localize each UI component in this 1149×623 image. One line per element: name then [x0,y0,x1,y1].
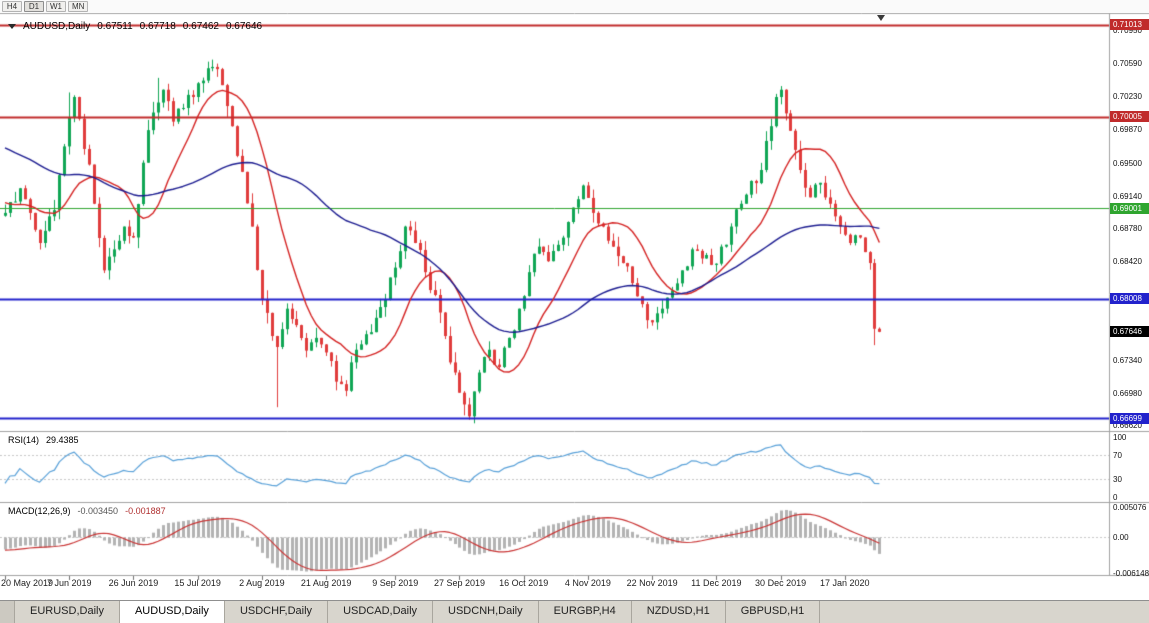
price-level-tag: 0.71013 [1110,19,1149,31]
date-axis-label: 21 Aug 2019 [300,578,352,588]
symbol-dropdown-icon[interactable] [8,24,16,29]
bottom-tab-usdchf-daily[interactable]: USDCHF,Daily [224,601,329,623]
date-axis-label: 26 Jun 2019 [108,578,159,588]
chart-title: AUDUSD,Daily 0.67511 0.67718 0.67462 0.6… [8,21,262,32]
date-axis-label: 15 Jul 2019 [174,578,221,588]
timeframe-button-mn[interactable]: MN [68,1,89,12]
timeframe-button-d1[interactable]: D1 [24,1,44,12]
macd-panel-title: MACD(12,26,9) -0.003450 -0.001887 [8,506,166,516]
ohlc-low: 0.67462 [182,21,219,32]
date-axis-label: 2 Aug 2019 [239,578,285,588]
rsi-axis-label: 0 [1113,493,1118,502]
ohlc-close: 0.67646 [225,21,263,32]
chart-symbol-label: AUDUSD,Daily [23,21,91,32]
date-axis-label: 11 Dec 2019 [691,578,742,588]
date-axis-label: 17 Jan 2020 [820,578,870,588]
tab-bar-stub [0,601,15,623]
date-axis-label: 27 Sep 2019 [433,578,485,588]
price-axis-label: 0.69140 [1113,191,1142,201]
bottom-tab-audusd-daily[interactable]: AUDUSD,Daily [119,601,225,623]
bottom-tab-eurgbp-h4[interactable]: EURGBP,H4 [538,601,632,623]
date-axis-label: 16 Oct 2019 [499,578,549,588]
rsi-axis-label: 100 [1113,433,1127,442]
price-axis-label: 0.70950 [1113,26,1142,36]
timeframe-button-h4[interactable]: H4 [2,1,22,12]
macd-name: MACD(12,26,9) [8,506,71,516]
price-level-tag: 0.70005 [1110,111,1149,123]
price-level-tag: 0.68008 [1110,293,1149,305]
price-axis-label: 0.68420 [1113,257,1142,267]
date-axis-label: 4 Nov 2019 [564,578,611,588]
date-axis-label: 22 Nov 2019 [626,578,678,588]
bottom-tab-usdcad-daily[interactable]: USDCAD,Daily [328,601,434,623]
ohlc-high: 0.67718 [139,21,176,32]
macd-signal-value: -0.001887 [125,506,166,516]
price-level-tag: 0.69001 [1110,202,1149,214]
bottom-tab-bar: EURUSD,Daily AUDUSD,Daily USDCHF,Daily USDC… [0,600,1149,623]
bottom-tab-usdcnh-daily[interactable]: USDCNH,Daily [433,601,539,623]
date-axis-label: 30 Dec 2019 [755,578,807,588]
chart-shift-marker[interactable] [877,15,885,21]
price-axis-label: 0.66620 [1113,421,1142,431]
price-axis-label: 0.70590 [1113,59,1142,69]
macd-main-value: -0.003450 [77,506,119,516]
price-axis-label: 0.67340 [1113,355,1142,365]
rsi-panel-title: RSI(14) 29.4385 [8,435,79,445]
price-axis-label: 0.68780 [1113,224,1142,234]
price-axis-label: 0.69500 [1113,158,1142,168]
bottom-tab-nzdusd-h1[interactable]: NZDUSD,H1 [631,601,726,623]
bottom-tab-eurusd-daily[interactable]: EURUSD,Daily [15,601,120,623]
current-price-tag: 0.67646 [1110,326,1149,338]
rsi-axis-label: 30 [1113,475,1122,484]
price-axis-label: 0.66980 [1113,388,1142,398]
bottom-tab-gbpusd-h1[interactable]: GBPUSD,H1 [725,601,821,623]
rsi-axis-label: 70 [1113,451,1122,460]
rsi-value: 29.4385 [46,435,79,445]
ohlc-open: 0.67511 [97,21,133,32]
date-axis-label: 7 Jun 2019 [46,578,92,588]
price-level-tag: 0.66699 [1110,412,1149,424]
macd-axis-label: -0.006148 [1113,569,1149,579]
rsi-name: RSI(14) [8,435,40,445]
price-axis-label: 0.69870 [1113,124,1142,134]
timeframe-bar: H4 D1 W1 MN [0,0,1149,13]
date-axis-label: 20 May 2019 [1,578,54,588]
macd-axis-label: 0.00 [1113,533,1129,542]
date-axis-label: 9 Sep 2019 [372,578,419,588]
price-axis-label: 0.70230 [1113,92,1142,102]
timeframe-button-w1[interactable]: W1 [46,1,66,12]
macd-axis-label: 0.005076 [1113,503,1147,513]
